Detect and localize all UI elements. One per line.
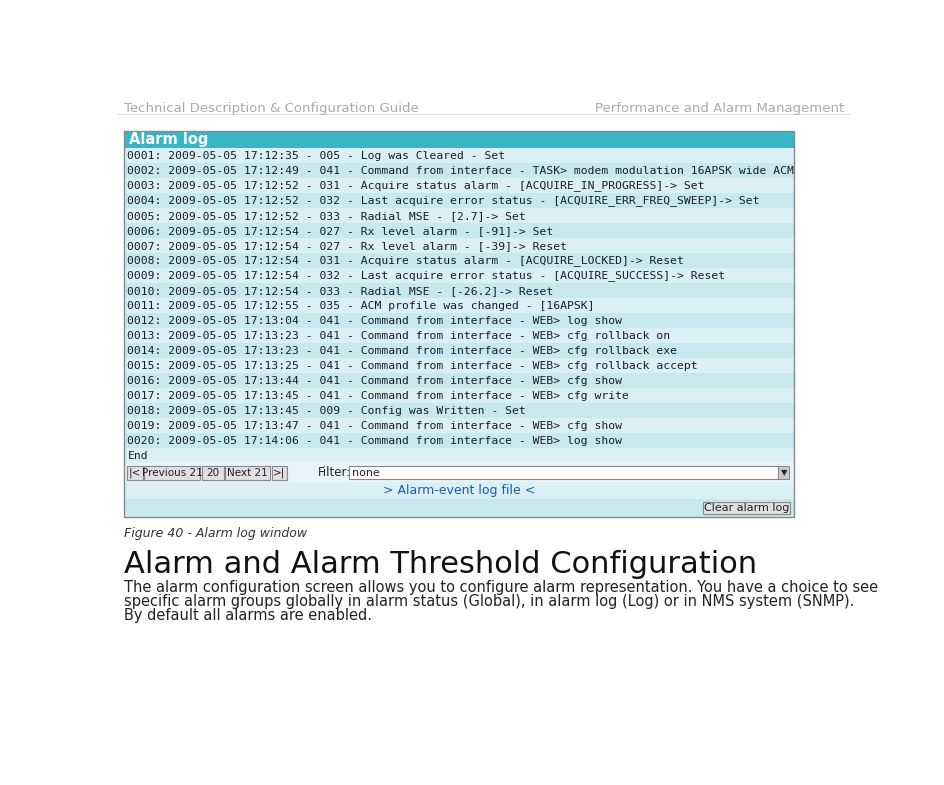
Bar	[125, 238, 793, 254]
Bar	[125, 343, 793, 358]
Bar	[778, 466, 788, 479]
Bar	[125, 283, 793, 298]
Bar	[125, 374, 793, 389]
Text: End: End	[127, 451, 148, 461]
Text: Alarm and Alarm Threshold Configuration: Alarm and Alarm Threshold Configuration	[125, 550, 757, 579]
FancyBboxPatch shape	[225, 466, 270, 480]
Text: >|: >|	[273, 467, 285, 478]
Bar	[125, 328, 793, 343]
Bar	[125, 254, 793, 268]
Bar	[348, 466, 778, 479]
Text: 0018: 2009-05-05 17:13:45 - 009 - Config was Written - Set: 0018: 2009-05-05 17:13:45 - 009 - Config…	[127, 406, 526, 416]
Text: |<: |<	[128, 467, 142, 478]
Bar	[125, 148, 793, 163]
Bar	[125, 131, 793, 148]
Text: 0008: 2009-05-05 17:12:54 - 031 - Acquire status alarm - [ACQUIRE_LOCKED]-> Rese: 0008: 2009-05-05 17:12:54 - 031 - Acquir…	[127, 255, 683, 266]
Bar	[125, 389, 793, 403]
Bar	[125, 163, 793, 178]
Bar	[125, 268, 793, 283]
Text: 0004: 2009-05-05 17:12:52 - 032 - Last acquire error status - [ACQUIRE_ERR_FREQ_: 0004: 2009-05-05 17:12:52 - 032 - Last a…	[127, 195, 759, 206]
Text: By default all alarms are enabled.: By default all alarms are enabled.	[125, 608, 372, 623]
Bar	[125, 448, 793, 463]
FancyBboxPatch shape	[271, 466, 287, 480]
Text: Previous 21: Previous 21	[142, 468, 203, 477]
Text: 20: 20	[206, 468, 219, 477]
Text: 0015: 2009-05-05 17:13:25 - 041 - Command from interface - WEB> cfg rollback acc: 0015: 2009-05-05 17:13:25 - 041 - Comman…	[127, 361, 698, 371]
Bar	[125, 418, 793, 433]
Text: > Alarm-event log file <: > Alarm-event log file <	[382, 484, 534, 497]
Text: 0012: 2009-05-05 17:13:04 - 041 - Command from interface - WEB> log show: 0012: 2009-05-05 17:13:04 - 041 - Comman…	[127, 316, 622, 326]
Text: 0010: 2009-05-05 17:12:54 - 033 - Radial MSE - [-26.2]-> Reset: 0010: 2009-05-05 17:12:54 - 033 - Radial…	[127, 286, 553, 296]
Text: 0017: 2009-05-05 17:13:45 - 041 - Command from interface - WEB> cfg write: 0017: 2009-05-05 17:13:45 - 041 - Comman…	[127, 391, 629, 401]
Text: 0007: 2009-05-05 17:12:54 - 027 - Rx level alarm - [-39]-> Reset: 0007: 2009-05-05 17:12:54 - 027 - Rx lev…	[127, 241, 566, 250]
Bar	[125, 193, 793, 208]
Bar	[125, 482, 793, 498]
Text: 0013: 2009-05-05 17:13:23 - 041 - Command from interface - WEB> cfg rollback on: 0013: 2009-05-05 17:13:23 - 041 - Comman…	[127, 330, 670, 341]
FancyBboxPatch shape	[127, 466, 143, 480]
Text: ▼: ▼	[780, 468, 786, 477]
Text: none: none	[352, 468, 379, 477]
Text: Clear alarm log: Clear alarm log	[703, 503, 788, 513]
Text: The alarm configuration screen allows you to configure alarm representation. You: The alarm configuration screen allows yo…	[125, 580, 878, 596]
Text: specific alarm groups globally in alarm status (Global), in alarm log (Log) or i: specific alarm groups globally in alarm …	[125, 594, 853, 609]
Bar	[125, 358, 793, 374]
Bar	[125, 208, 793, 223]
Text: 0003: 2009-05-05 17:12:52 - 031 - Acquire status alarm - [ACQUIRE_IN_PROGRESS]->: 0003: 2009-05-05 17:12:52 - 031 - Acquir…	[127, 181, 704, 191]
Text: 0009: 2009-05-05 17:12:54 - 032 - Last acquire error status - [ACQUIRE_SUCCESS]-: 0009: 2009-05-05 17:12:54 - 032 - Last a…	[127, 270, 725, 281]
Text: Filter:: Filter:	[318, 466, 351, 479]
Text: 0006: 2009-05-05 17:12:54 - 027 - Rx level alarm - [-91]-> Set: 0006: 2009-05-05 17:12:54 - 027 - Rx lev…	[127, 225, 553, 236]
Text: Technical Description & Configuration Guide: Technical Description & Configuration Gu…	[125, 102, 418, 115]
FancyBboxPatch shape	[702, 502, 789, 514]
Text: 0005: 2009-05-05 17:12:52 - 033 - Radial MSE - [2.7]-> Set: 0005: 2009-05-05 17:12:52 - 033 - Radial…	[127, 210, 526, 221]
Bar	[125, 498, 793, 517]
Text: 0019: 2009-05-05 17:13:47 - 041 - Command from interface - WEB> cfg show: 0019: 2009-05-05 17:13:47 - 041 - Comman…	[127, 421, 622, 431]
Text: 0014: 2009-05-05 17:13:23 - 041 - Command from interface - WEB> cfg rollback exe: 0014: 2009-05-05 17:13:23 - 041 - Comman…	[127, 346, 677, 356]
Bar	[125, 433, 793, 448]
Bar	[125, 403, 793, 418]
Bar	[125, 223, 793, 238]
Text: 0016: 2009-05-05 17:13:44 - 041 - Command from interface - WEB> cfg show: 0016: 2009-05-05 17:13:44 - 041 - Comman…	[127, 376, 622, 386]
Text: 0001: 2009-05-05 17:12:35 - 005 - Log was Cleared - Set: 0001: 2009-05-05 17:12:35 - 005 - Log wa…	[127, 151, 505, 161]
Bar	[125, 463, 793, 482]
Text: 0011: 2009-05-05 17:12:55 - 035 - ACM profile was changed - [16APSK]: 0011: 2009-05-05 17:12:55 - 035 - ACM pr…	[127, 301, 595, 311]
FancyBboxPatch shape	[202, 466, 224, 480]
FancyBboxPatch shape	[144, 466, 200, 480]
Text: 0002: 2009-05-05 17:12:49 - 041 - Command from interface - TASK> modem modulatio: 0002: 2009-05-05 17:12:49 - 041 - Comman…	[127, 166, 794, 176]
Bar	[125, 313, 793, 328]
Bar	[125, 178, 793, 193]
Text: Alarm log: Alarm log	[128, 132, 208, 147]
Text: 0020: 2009-05-05 17:14:06 - 041 - Command from interface - WEB> log show: 0020: 2009-05-05 17:14:06 - 041 - Comman…	[127, 436, 622, 446]
Text: Next 21: Next 21	[227, 468, 268, 477]
Bar	[125, 298, 793, 313]
Text: Performance and Alarm Management: Performance and Alarm Management	[595, 102, 843, 115]
Bar	[125, 131, 793, 517]
Text: Figure 40 - Alarm log window: Figure 40 - Alarm log window	[125, 527, 307, 539]
